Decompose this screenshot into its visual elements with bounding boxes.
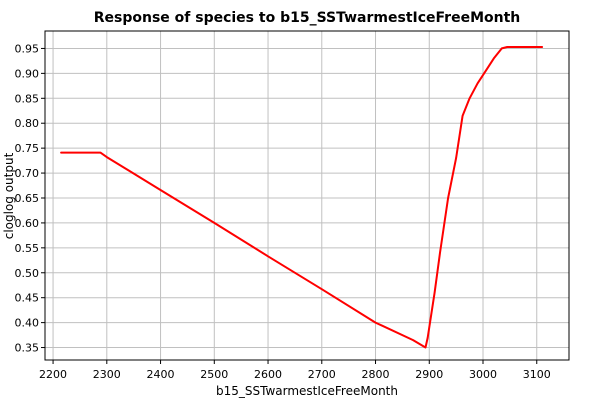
x-tick-label: 2400: [147, 368, 175, 381]
y-tick-label: 0.45: [15, 292, 40, 305]
chart-title: Response of species to b15_SSTwarmestIce…: [94, 10, 521, 26]
y-tick-label: 0.85: [15, 92, 40, 105]
y-tick-label: 0.35: [15, 342, 40, 355]
y-tick-label: 0.95: [15, 42, 40, 55]
y-axis: 0.35 0.40 0.45 0.50 0.55 0.60 0.65 0.70 0.75 0.80…: [15, 42, 45, 355]
x-axis: 2200 2300 2400 2500 2600 2700 2800 2900 3000 3100: [39, 360, 551, 381]
x-tick-label: 2300: [93, 368, 121, 381]
x-tick-label: 3100: [523, 368, 551, 381]
x-tick-label: 2600: [254, 368, 282, 381]
plot-area-border: [44, 30, 570, 361]
x-tick-label: 2800: [362, 368, 390, 381]
x-axis-label: b15_SSTwarmestIceFreeMonth: [216, 384, 398, 398]
x-tick-label: 2900: [415, 368, 443, 381]
y-axis-label: cloglog output: [2, 152, 16, 239]
y-tick-label: 0.60: [15, 217, 40, 230]
series-line: [60, 46, 544, 349]
y-tick-label: 0.65: [15, 192, 40, 205]
plot-area-background: [45, 31, 569, 360]
x-tick-label: 2200: [39, 368, 67, 381]
x-tick-label: 2500: [200, 368, 228, 381]
y-tick-label: 0.90: [15, 67, 40, 80]
y-tick-label: 0.75: [15, 142, 40, 155]
y-tick-label: 0.50: [15, 267, 40, 280]
y-tick-label: 0.55: [15, 242, 40, 255]
series-group: [60, 46, 544, 349]
y-tick-label: 0.40: [15, 317, 40, 330]
grid-lines: [45, 31, 569, 360]
y-tick-label: 0.80: [15, 117, 40, 130]
x-tick-label: 2700: [308, 368, 336, 381]
y-tick-label: 0.70: [15, 167, 40, 180]
x-tick-label: 3000: [469, 368, 497, 381]
